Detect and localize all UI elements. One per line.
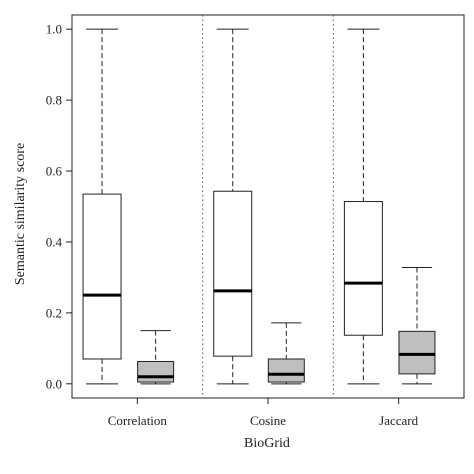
box-jaccard-1 bbox=[343, 28, 383, 385]
iqr-box bbox=[398, 330, 436, 375]
iqr-box bbox=[213, 190, 253, 357]
box-correlation-1 bbox=[82, 28, 122, 385]
iqr-box bbox=[137, 360, 175, 383]
y-tick-label: 0.0 bbox=[46, 376, 62, 391]
iqr-box bbox=[267, 358, 305, 383]
x-tick-label: Jaccard bbox=[379, 413, 418, 428]
x-tick-label: Cosine bbox=[250, 413, 286, 428]
box-correlation-2 bbox=[137, 330, 175, 385]
box-jaccard-2 bbox=[398, 266, 436, 385]
x-tick-label: Correlation bbox=[108, 413, 168, 428]
iqr-box bbox=[82, 193, 122, 360]
y-axis-title: Semantic similarity score bbox=[13, 143, 28, 285]
y-tick-label: 1.0 bbox=[46, 22, 62, 37]
boxes bbox=[82, 28, 436, 385]
y-tick-label: 0.6 bbox=[46, 164, 63, 179]
y-tick-label: 0.4 bbox=[46, 234, 63, 249]
y-axis: 0.0 0.2 0.4 0.6 0.8 1.0 bbox=[46, 22, 72, 391]
y-tick-label: 0.8 bbox=[46, 93, 62, 108]
x-axis: Correlation Cosine Jaccard bbox=[108, 398, 419, 428]
box-cosine-1 bbox=[213, 28, 253, 385]
y-tick-label: 0.2 bbox=[46, 305, 62, 320]
group-separators bbox=[202, 15, 334, 398]
x-axis-title: BioGrid bbox=[244, 436, 290, 451]
box-cosine-2 bbox=[267, 322, 305, 385]
iqr-box bbox=[343, 201, 383, 336]
